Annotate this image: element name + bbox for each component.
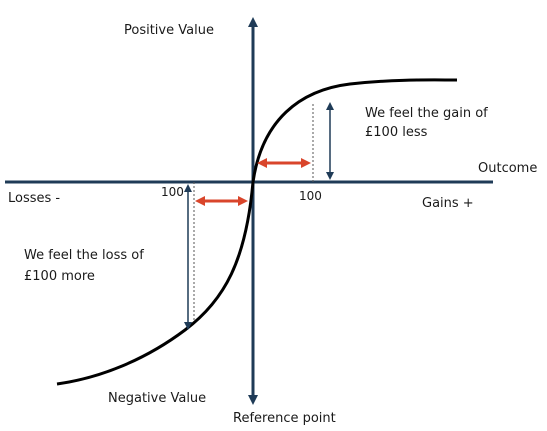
outcome-label: Outcome [478, 161, 537, 176]
value-curve [251, 78, 458, 183]
gains-label: Gains + [422, 196, 474, 211]
gain-tick-label: 100 [299, 189, 322, 203]
loss-note-line2: £100 more [24, 269, 95, 284]
loss-tick-label: 100 [161, 185, 184, 199]
gain-note-line1: We feel the gain of [365, 106, 488, 121]
loss-note-line1: We feel the loss of [24, 248, 144, 263]
negative-value-label: Negative Value [108, 391, 206, 406]
gain-note-line2: £100 less [365, 125, 428, 140]
positive-value-label: Positive Value [124, 23, 214, 38]
losses-label: Losses - [8, 191, 60, 206]
reference-point-label: Reference point [233, 411, 336, 426]
